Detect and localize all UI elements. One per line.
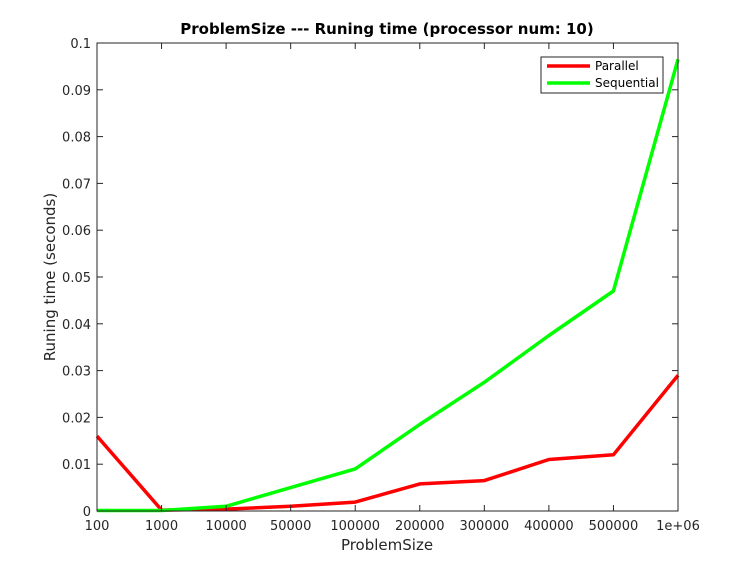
y-tick-label: 0.06 [62, 224, 91, 239]
y-tick-label: 0 [83, 505, 91, 520]
y-tick-label: 0.03 [62, 365, 91, 380]
y-axis-label: Runing time (seconds) [41, 193, 59, 361]
x-tick-label: 200000 [395, 519, 445, 534]
legend: Parallel Sequential [540, 56, 664, 94]
x-tick-label: 10000 [205, 519, 246, 534]
x-tick-label: 300000 [460, 519, 510, 534]
x-tick-label: 1e+06 [656, 519, 700, 534]
series-line-sequential [97, 58, 680, 513]
y-tick-label: 0.1 [70, 37, 91, 52]
x-tick-label: 400000 [524, 519, 574, 534]
plot-area [97, 43, 678, 511]
x-tick-label: 100 [85, 519, 110, 534]
y-tick-label: 0.02 [62, 411, 91, 426]
y-tick-label: 0.04 [62, 318, 91, 333]
x-tick-label: 100000 [330, 519, 380, 534]
chart-title: ProblemSize --- Runing time (processor n… [180, 20, 593, 38]
y-tick-label: 0.07 [62, 177, 91, 192]
x-tick-label: 1000 [145, 519, 178, 534]
x-tick-label: 500000 [589, 519, 639, 534]
x-tick-layer: 100 1000 10000 50000 100000 200000 300000 40000… [85, 43, 700, 534]
legend-box [540, 56, 664, 94]
legend-label-parallel: Parallel [595, 59, 639, 73]
x-axis-label: ProblemSize [341, 536, 433, 554]
y-tick-label: 0.05 [62, 271, 91, 286]
legend-label-sequential: Sequential [595, 76, 659, 90]
y-tick-label: 0.09 [62, 84, 91, 99]
y-tick-layer: 0 0.01 0.02 0.03 0.04 0.05 0.06 0.07 0.08 0.09 0.1 [62, 37, 678, 520]
x-tick-label: 50000 [270, 519, 311, 534]
y-tick-label: 0.01 [62, 458, 91, 473]
y-tick-label: 0.08 [62, 131, 91, 146]
